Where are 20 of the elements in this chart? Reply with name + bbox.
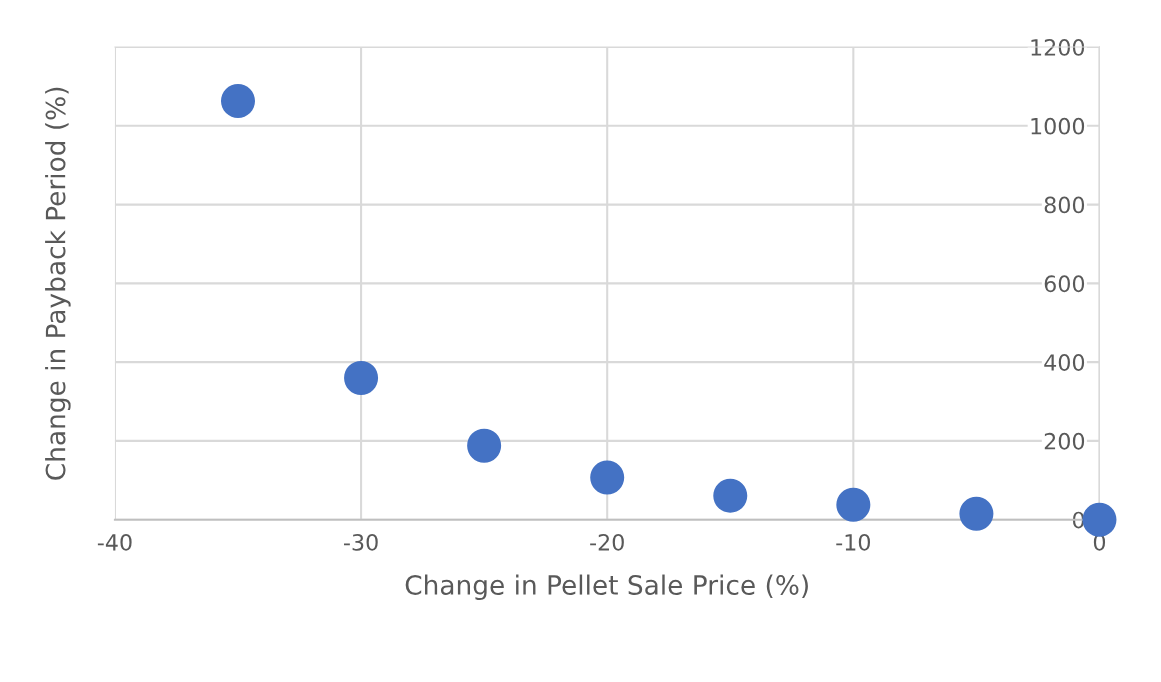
x-tick-label: -10 bbox=[836, 533, 871, 551]
y-tick-label: 400 bbox=[1044, 354, 1085, 371]
point bbox=[221, 84, 256, 119]
point bbox=[590, 460, 625, 495]
point bbox=[959, 496, 994, 531]
x-tick-label: -20 bbox=[590, 533, 624, 551]
point bbox=[344, 360, 379, 395]
x-axis-title: Change in Pellet Sale Price (%) bbox=[405, 574, 808, 601]
y-tick-label: 1000 bbox=[1031, 117, 1085, 135]
point bbox=[836, 487, 871, 522]
y-tick-label: 200 bbox=[1044, 432, 1085, 450]
y-tick-label: 800 bbox=[1044, 196, 1085, 214]
x-tick-label: -30 bbox=[344, 533, 378, 551]
y-tick-label: 600 bbox=[1044, 275, 1085, 293]
x-tick-label: -40 bbox=[97, 533, 132, 551]
point bbox=[713, 478, 748, 513]
point bbox=[467, 428, 502, 463]
y-tick-label: 1200 bbox=[1031, 39, 1085, 56]
y-axis-title: Change in Payback Period (%) bbox=[45, 87, 71, 480]
point bbox=[1082, 502, 1117, 537]
